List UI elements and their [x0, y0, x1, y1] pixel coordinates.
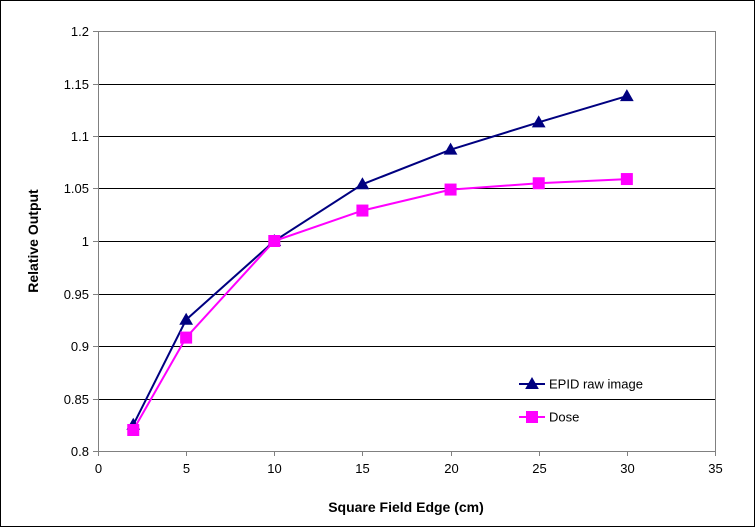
dose-data-point — [356, 204, 369, 217]
y-tick-label: 0.8 — [71, 444, 89, 459]
x-tick-label: 10 — [267, 461, 281, 476]
gridlines — [98, 84, 715, 400]
legend-dose-label: Dose — [549, 410, 579, 425]
x-tick-label: 5 — [183, 461, 190, 476]
epid-data-point — [443, 142, 458, 155]
series-group — [126, 89, 634, 436]
dose-data-point — [268, 235, 281, 247]
x-axis-title: Square Field Edge (cm) — [328, 499, 484, 515]
y-tick-label: 1.15 — [64, 77, 89, 92]
y-tick-label: 1 — [82, 234, 89, 249]
x-tick-label: 25 — [532, 461, 546, 476]
epid-data-point — [179, 312, 194, 325]
axes: 0.8 0.85 0.9 0.95 1 1.05 1.1 1.15 1.2 0 5 10 15 20 25 3… — [64, 24, 723, 476]
x-tick-label: 35 — [708, 461, 722, 476]
epid-data-point — [619, 89, 634, 102]
y-tick-label: 1.2 — [71, 24, 89, 39]
y-tick-label: 0.85 — [64, 392, 89, 407]
dose-data-point — [532, 177, 545, 190]
y-tick-label: 1.05 — [64, 181, 89, 196]
dose-data-point — [180, 331, 193, 344]
y-axis-title: Relative Output — [25, 189, 41, 293]
legend-epid-marker — [525, 376, 539, 389]
y-tick-label: 0.9 — [71, 339, 89, 354]
legend-dose-marker — [526, 411, 538, 423]
dose-data-point — [444, 183, 457, 196]
legend: EPID raw image Dose — [519, 377, 643, 425]
x-tick-label: 30 — [620, 461, 634, 476]
x-tick-label: 0 — [95, 461, 102, 476]
dose-data-point — [620, 173, 633, 186]
epid-data-point — [355, 177, 370, 190]
epid-data-point — [531, 115, 546, 128]
y-tick-label: 1.1 — [71, 129, 89, 144]
legend-epid-label: EPID raw image — [549, 377, 643, 392]
x-tick-label: 15 — [355, 461, 369, 476]
x-tick-label: 20 — [444, 461, 458, 476]
dose-data-point — [127, 424, 140, 436]
y-tick-label: 0.95 — [64, 287, 89, 302]
